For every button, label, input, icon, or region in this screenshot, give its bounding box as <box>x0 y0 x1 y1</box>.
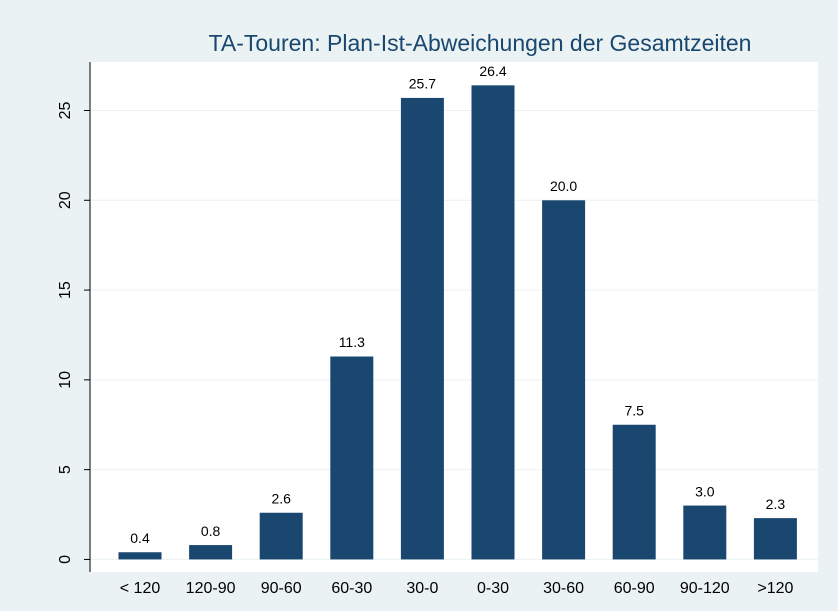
bar <box>400 97 444 560</box>
x-tick-label: 60-30 <box>331 580 372 597</box>
data-label: 0.4 <box>130 530 150 546</box>
bar <box>189 545 233 560</box>
bar <box>683 505 727 560</box>
x-tick-label: 30-60 <box>543 580 584 597</box>
x-tick-label: < 120 <box>120 580 161 597</box>
y-tick-label: 20 <box>57 191 74 209</box>
y-tick-label: 25 <box>57 101 74 119</box>
data-label: 0.8 <box>201 523 221 539</box>
y-tick-label: 15 <box>57 281 74 299</box>
bar <box>753 518 797 560</box>
bar <box>471 85 515 560</box>
data-label: 2.6 <box>271 490 291 506</box>
chart-title: TA-Touren: Plan-Ist-Abweichungen der Ges… <box>209 30 752 56</box>
data-label: 11.3 <box>339 334 365 350</box>
data-label: 7.5 <box>624 402 644 418</box>
data-label: 3.0 <box>695 483 715 499</box>
x-tick-label: 120-90 <box>186 580 236 597</box>
bar <box>259 512 303 560</box>
bar <box>330 356 374 560</box>
x-tick-label: 90-60 <box>261 580 302 597</box>
bar <box>612 424 656 560</box>
y-tick-label: 10 <box>57 371 74 389</box>
data-label: 2.3 <box>766 496 786 512</box>
x-tick-label: 0-30 <box>477 580 509 597</box>
data-label: 20.0 <box>550 178 577 194</box>
x-tick-label: 90-120 <box>680 580 730 597</box>
y-tick-label: 5 <box>57 465 74 474</box>
x-tick-label: 30-0 <box>406 580 438 597</box>
bar <box>118 552 162 560</box>
data-label: 25.7 <box>409 76 436 92</box>
data-label: 26.4 <box>479 63 506 79</box>
x-tick-label: 60-90 <box>614 580 655 597</box>
x-tick-label: >120 <box>757 580 793 597</box>
bar <box>542 200 586 560</box>
plot-area <box>90 62 818 572</box>
y-tick-label: 0 <box>57 555 74 564</box>
